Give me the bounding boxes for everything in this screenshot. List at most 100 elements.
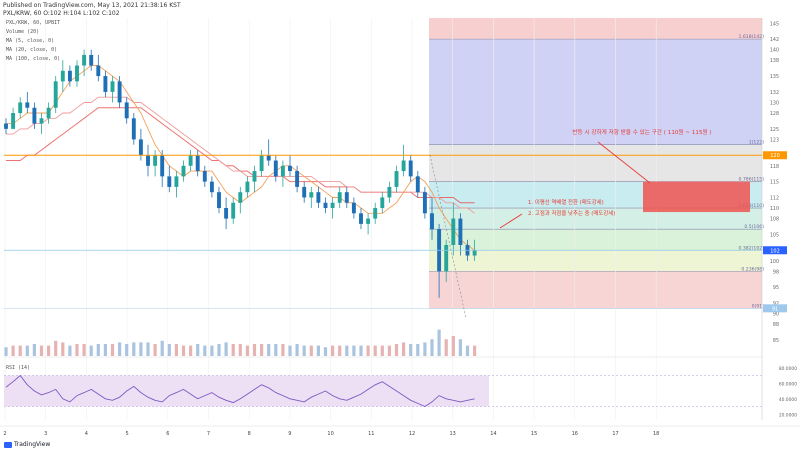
- candle-body: [39, 118, 44, 124]
- candle-body: [124, 102, 129, 119]
- candle-body: [394, 171, 399, 187]
- y-tick: 115: [770, 180, 779, 186]
- y-tick: 110: [770, 206, 779, 212]
- volume-bar: [103, 344, 107, 356]
- rsi-tick: 80.0000: [779, 366, 797, 372]
- candle-body: [351, 202, 356, 214]
- candle-body: [60, 70, 65, 82]
- candle-body: [89, 54, 94, 66]
- volume-bar: [224, 342, 228, 356]
- volume-bar: [11, 345, 15, 356]
- candle-body: [25, 102, 30, 108]
- candle-body: [245, 181, 250, 193]
- candle-body: [195, 155, 200, 172]
- moving-averages: [6, 65, 475, 251]
- volume-bar: [231, 344, 235, 356]
- legend-ma100: MA (100, close, 0): [6, 56, 61, 62]
- volume-bar: [295, 344, 299, 356]
- candle-body: [444, 244, 449, 272]
- candle-body: [117, 81, 122, 103]
- fibonacci-zones: 1.618(142) 1(122) 0.786(115) 0.618(110) 0.5(…: [429, 18, 764, 309]
- fib-zone-5: [429, 229, 762, 251]
- x-tick: 4: [85, 431, 88, 437]
- volume-bar: [203, 345, 207, 356]
- note-arrow: [499, 213, 523, 229]
- y-tick: 105: [770, 232, 779, 238]
- fib-zone-1: [429, 39, 762, 145]
- candle-body: [451, 218, 456, 245]
- x-tick: 12: [409, 431, 415, 437]
- x-tick: 6: [166, 431, 169, 437]
- fib-zone-0: [429, 18, 762, 40]
- price-tag-last: [763, 246, 787, 255]
- volume-bar: [68, 345, 72, 356]
- x-tick: 7: [207, 431, 210, 437]
- volume-bar: [473, 345, 477, 356]
- volume-bar: [125, 344, 129, 356]
- time-axis[interactable]: 2 3 4 5 6 7 8 9 10 11 12 13 14 15 16 17 18: [0, 425, 800, 437]
- candle-body: [472, 250, 477, 256]
- fib-label-1: 1(122): [749, 140, 764, 146]
- annotation-overlays: 반등 시 강하게 저항 받을 수 있는 구간 ( 110원 ~ 115원 ) 1.…: [4, 128, 762, 319]
- candle-body: [316, 192, 321, 203]
- y-tick: 98: [773, 269, 779, 275]
- volume-bar: [18, 345, 22, 356]
- x-tick: 14: [490, 431, 496, 437]
- volume-bar: [394, 344, 399, 356]
- note-1: 1. 이평선 역배열 전환 (매도강세): [528, 198, 604, 206]
- ohlc-line: PXL/KRW, 60 O:102 H:104 L:102 C:102: [3, 10, 120, 17]
- candle-body: [110, 81, 115, 92]
- volume-bar: [96, 344, 100, 356]
- volume-bar: [359, 345, 363, 356]
- note-2: 2. 고점과 저점을 낮추는 중 (매도강세): [528, 209, 615, 217]
- candle-body: [238, 192, 243, 203]
- candle-body: [67, 70, 72, 82]
- zone-arrow: [597, 141, 651, 184]
- resistance-zone: [643, 181, 750, 213]
- volume-bar: [196, 344, 200, 356]
- fib-label-4: 0.5(106): [744, 224, 764, 230]
- x-tick: 18: [653, 431, 659, 437]
- volume-bar: [409, 344, 413, 356]
- volume-bar: [387, 345, 391, 356]
- volume-bar: [267, 344, 271, 356]
- volume-bar: [281, 344, 285, 356]
- volume-bar: [167, 344, 171, 356]
- candle-body: [224, 208, 229, 219]
- y-tick: 95: [773, 285, 779, 291]
- volume-bar: [47, 345, 51, 356]
- x-tick: 16: [572, 431, 578, 437]
- volume-bar: [82, 344, 86, 356]
- candle-body: [131, 118, 136, 140]
- fib-label-0: 1.618(142): [738, 34, 764, 40]
- y-tick: 145: [770, 21, 779, 27]
- candle-body: [259, 155, 264, 172]
- price-axis[interactable]: 145 142 140 138 135 132 130 128 125 123 120 118 115 1…: [761, 18, 787, 420]
- zone-label: 반등 시 강하게 저항 받을 수 있는 구간 ( 110원 ~ 115원 ): [572, 128, 711, 136]
- candle-body: [32, 107, 37, 124]
- volume-bar: [189, 345, 193, 356]
- candle-body: [217, 192, 221, 209]
- rsi-tick: 40.0000: [779, 397, 797, 403]
- tradingview-logo[interactable]: TradingView: [4, 441, 50, 448]
- volume-bar: [25, 345, 29, 356]
- candle-body: [387, 186, 392, 198]
- rsi-line: [5, 374, 475, 408]
- y-tick: 118: [770, 164, 779, 170]
- x-tick: 2: [3, 431, 6, 437]
- candle-body: [288, 165, 292, 172]
- volume-bar: [309, 345, 313, 356]
- volume-bar: [245, 345, 249, 356]
- candle-body: [146, 155, 150, 166]
- fib-zone-7: [429, 271, 762, 309]
- candle-body: [181, 165, 186, 177]
- price-tag-120: [763, 151, 787, 160]
- volume-bar: [4, 347, 8, 356]
- volume-bar: [444, 339, 448, 356]
- fib-label-3: 0.618(110): [738, 203, 764, 209]
- volume-bar: [252, 344, 257, 356]
- volume-bar: [451, 336, 455, 356]
- volume-bar: [373, 345, 377, 356]
- ma20-line: [6, 96, 475, 214]
